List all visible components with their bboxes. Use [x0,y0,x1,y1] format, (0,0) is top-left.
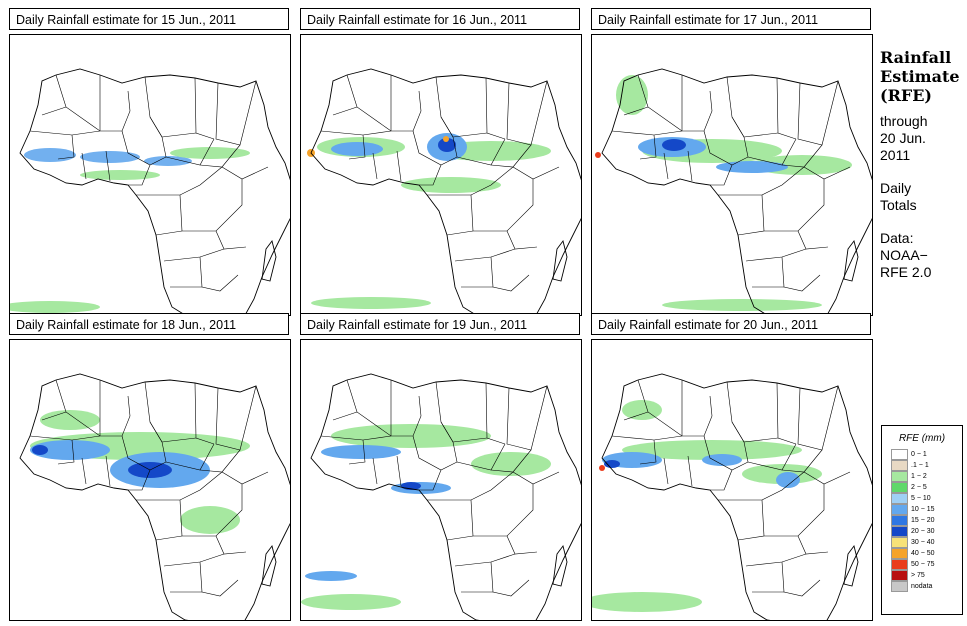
panel-2: Daily Rainfall estimate for 16 Jun., 201… [300,8,582,316]
legend-swatch [891,449,908,460]
rainfall-map [591,339,873,621]
legend-item: 1 − 2 [891,471,962,482]
legend-item: 30 − 40 [891,537,962,548]
panel-title: Daily Rainfall estimate for 18 Jun., 201… [9,313,289,335]
legend-label: 30 − 40 [911,539,935,546]
legend-label: .1 − 1 [911,462,929,469]
side-annotation: Rainfall Estimate (RFE) through 20 Jun. … [880,48,965,281]
legend-swatch [891,559,908,570]
panel-1: Daily Rainfall estimate for 15 Jun., 201… [9,8,291,316]
legend-label: 0 − 1 [911,451,927,458]
legend-swatch [891,471,908,482]
data-version: RFE 2.0 [880,264,932,280]
legend-label: 15 − 20 [911,517,935,524]
legend-item: 2 − 5 [891,482,962,493]
legend-item: 40 − 50 [891,548,962,559]
legend-label: 50 − 75 [911,561,935,568]
rainfall-map [300,34,582,316]
legend-label: 2 − 5 [911,484,927,491]
product-title-line2: Estimate [880,67,960,86]
legend-swatch [891,515,908,526]
through-label: through [880,113,928,129]
legend-swatch [891,482,908,493]
legend-swatch [891,526,908,537]
legend-swatch [891,548,908,559]
panel-3: Daily Rainfall estimate for 17 Jun., 201… [591,8,873,316]
through-date: 20 Jun. [880,130,926,146]
legend: RFE (mm) 0 − 1 .1 − 1 1 − 2 2 − 5 5 − 10 10 −… [881,425,963,615]
totals-line1: Daily [880,180,912,196]
legend-label: 20 − 30 [911,528,935,535]
legend-swatch [891,581,908,592]
legend-item: 5 − 10 [891,493,962,504]
legend-label: nodata [911,583,933,590]
data-source: NOAA− [880,247,928,263]
panel-title: Daily Rainfall estimate for 20 Jun., 201… [591,313,871,335]
legend-label: 1 − 2 [911,473,927,480]
panel-4: Daily Rainfall estimate for 18 Jun., 201… [9,313,291,621]
rainfall-map [9,339,291,621]
rainfall-map [591,34,873,316]
legend-item: 0 − 1 [891,449,962,460]
legend-item: .1 − 1 [891,460,962,471]
rainfall-map [9,34,291,316]
legend-item: 50 − 75 [891,559,962,570]
totals-line2: Totals [880,197,917,213]
legend-swatch [891,537,908,548]
legend-item: 15 − 20 [891,515,962,526]
legend-item: nodata [891,581,962,592]
legend-label: 40 − 50 [911,550,935,557]
panel-title: Daily Rainfall estimate for 16 Jun., 201… [300,8,580,30]
data-label: Data: [880,230,914,246]
legend-label: > 75 [911,572,925,579]
panel-title: Daily Rainfall estimate for 17 Jun., 201… [591,8,871,30]
panel-5: Daily Rainfall estimate for 19 Jun., 201… [300,313,582,621]
legend-label: 5 − 10 [911,495,931,502]
legend-title: RFE (mm) [898,433,946,444]
legend-item: 20 − 30 [891,526,962,537]
through-year: 2011 [880,147,911,163]
legend-item: > 75 [891,570,962,581]
product-title-line3: (RFE) [880,86,932,105]
legend-rows: 0 − 1 .1 − 1 1 − 2 2 − 5 5 − 10 10 − 15 15 − 2… [882,449,962,592]
legend-item: 10 − 15 [891,504,962,515]
panel-6: Daily Rainfall estimate for 20 Jun., 201… [591,313,873,621]
legend-label: 10 − 15 [911,506,935,513]
panel-title: Daily Rainfall estimate for 19 Jun., 201… [300,313,580,335]
legend-swatch [891,460,908,471]
panel-title: Daily Rainfall estimate for 15 Jun., 201… [9,8,289,30]
legend-swatch [891,570,908,581]
rainfall-map [300,339,582,621]
legend-swatch [891,504,908,515]
legend-swatch [891,493,908,504]
product-title-line1: Rainfall [880,48,952,67]
